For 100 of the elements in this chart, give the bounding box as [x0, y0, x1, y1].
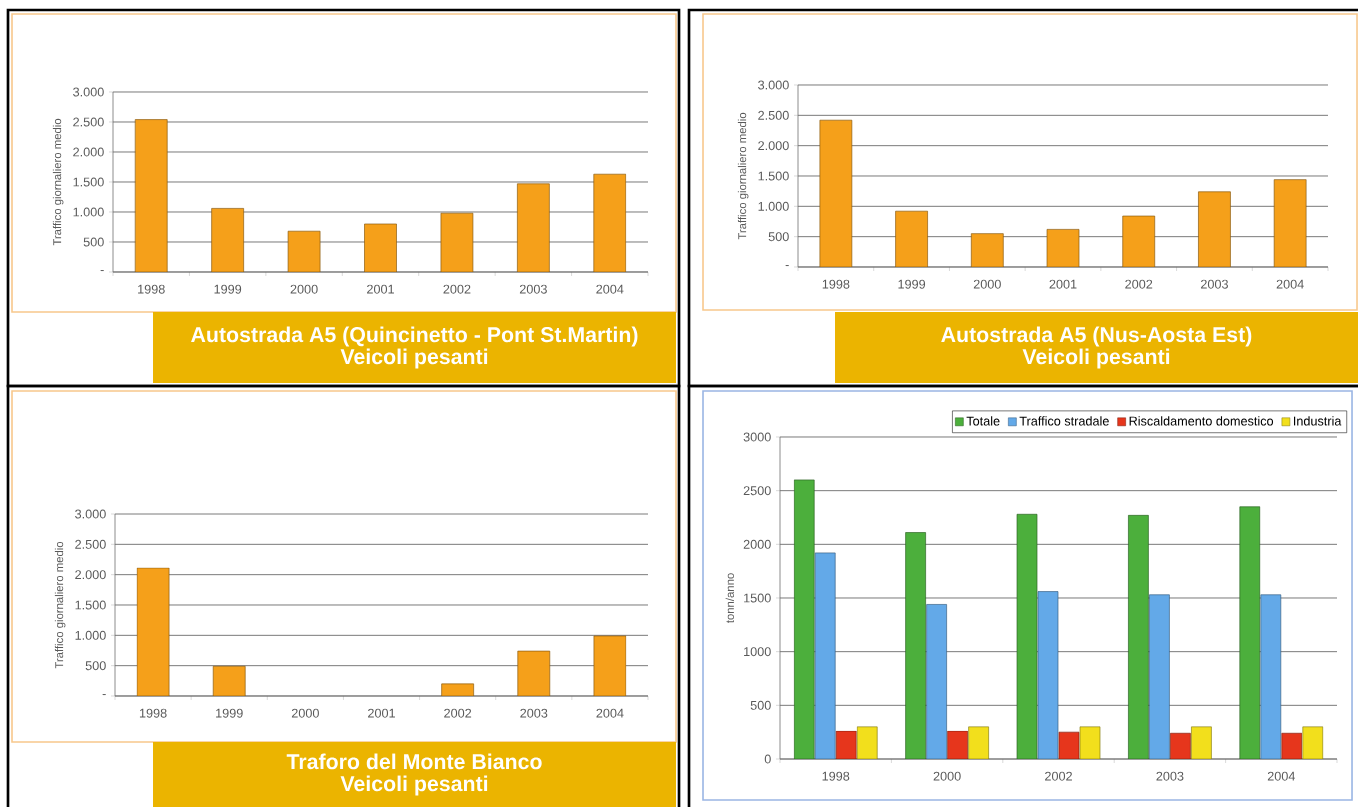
bar: [1273, 179, 1307, 267]
x-tick-label: 1999: [216, 708, 243, 718]
bar: [905, 532, 926, 759]
y-tick-label: 2.500: [758, 110, 789, 120]
y-tick-label: 1.000: [73, 207, 104, 217]
legend-label: Traffico stradale: [1019, 416, 1109, 426]
bar: [970, 233, 1004, 267]
x-tick-label: 1999: [898, 279, 926, 289]
x-tick-label: 2002: [443, 284, 471, 294]
y-axis-title: Traffico giornaliero medio: [54, 541, 66, 669]
y-tick-label: 1.500: [73, 177, 104, 187]
y-tick-label: 2.000: [75, 570, 106, 580]
x-tick-label: 1998: [138, 284, 165, 294]
bar: [968, 726, 989, 759]
y-tick-label: 500: [768, 232, 789, 242]
bar: [1058, 731, 1080, 759]
y-tick-label: 1.000: [75, 630, 106, 640]
y-tick-label: 1.000: [758, 201, 789, 211]
bar: [136, 567, 170, 696]
x-tick-label: 2003: [519, 284, 547, 294]
bar: [819, 119, 853, 267]
bar: [1198, 191, 1231, 267]
text: Veicoli pesanti: [340, 348, 488, 369]
y-tick-label: -: [100, 270, 104, 272]
x-tick-label: 1998: [822, 771, 850, 781]
x-tick-label: 2000: [290, 284, 318, 294]
y-tick-label: 3000: [743, 432, 771, 442]
text: Veicoli pesanti: [340, 775, 488, 796]
legend-label: Industria: [1294, 416, 1342, 426]
y-tick-label: 2.500: [73, 117, 104, 127]
text: Veicoli pesanti: [1022, 348, 1170, 369]
y-tick-label: -: [785, 265, 789, 267]
y-tick-label: 1.500: [75, 600, 106, 610]
y-tick-label: -: [102, 694, 106, 696]
bar: [212, 665, 246, 696]
bar: [593, 635, 627, 696]
y-tick-label: 500: [750, 700, 771, 710]
bar: [1016, 513, 1038, 759]
y-tick-label: 3.000: [758, 80, 789, 90]
x-tick-label: 2001: [1049, 279, 1077, 289]
x-tick-label: 2004: [596, 284, 624, 294]
bar: [947, 730, 968, 759]
bar: [1260, 594, 1282, 759]
bar: [1281, 732, 1303, 759]
bar: [517, 183, 550, 272]
text: Autostrada A5 (Quincinetto - Pont St.Martin): [191, 326, 638, 347]
bar: [593, 173, 627, 272]
x-tick-label: 2004: [596, 708, 624, 718]
x-tick-label: 2000: [933, 771, 961, 781]
legend-label: Totale: [966, 416, 1000, 426]
x-tick-label: 2002: [444, 708, 472, 718]
bar: [364, 223, 397, 272]
bar: [287, 230, 321, 272]
bar: [856, 726, 878, 759]
bar: [517, 650, 551, 696]
bar: [134, 119, 168, 272]
y-axis-title: Traffico giornaliero medio: [737, 112, 749, 240]
x-tick-label: 1998: [822, 279, 850, 289]
x-tick-label: 1998: [139, 708, 167, 718]
y-tick-label: 2.000: [73, 147, 104, 157]
y-axis-title: Traffico giornaliero medio: [52, 118, 64, 246]
legend-label: Riscaldamento domestico: [1129, 416, 1274, 426]
x-tick-label: 2002: [1045, 771, 1072, 781]
y-tick-label: 3.000: [75, 509, 106, 519]
x-tick-label: 2002: [1125, 279, 1153, 289]
x-tick-label: 2001: [367, 284, 394, 294]
bar: [1239, 506, 1261, 759]
y-tick-label: 3.000: [73, 87, 104, 97]
bar: [1191, 726, 1212, 759]
bar: [926, 604, 947, 759]
bar: [211, 208, 244, 272]
bar: [441, 683, 474, 696]
x-tick-label: 2000: [291, 708, 319, 718]
y-tick-label: 1.500: [758, 171, 789, 181]
text: Autostrada A5 (Nus-Aosta Est): [941, 326, 1252, 347]
y-tick-label: 2.500: [75, 539, 106, 549]
bar: [1128, 515, 1149, 759]
y-tick-label: 1000: [744, 647, 771, 657]
x-tick-label: 2001: [368, 708, 395, 718]
bar: [1149, 594, 1170, 759]
x-tick-label: 2003: [520, 708, 548, 718]
x-tick-label: 2000: [973, 279, 1001, 289]
bar: [1170, 732, 1191, 759]
x-tick-label: 2004: [1276, 279, 1304, 289]
y-tick-label: 1500: [744, 593, 771, 603]
x-tick-label: 2003: [1200, 279, 1228, 289]
y-tick-label: 500: [83, 237, 104, 247]
y-axis-title: tonn/anno: [725, 573, 734, 624]
bar: [793, 479, 815, 759]
y-tick-label: 2.000: [758, 141, 789, 151]
bar: [835, 730, 857, 759]
bar: [440, 212, 474, 272]
y-tick-label: 500: [85, 661, 106, 671]
bar: [895, 210, 928, 267]
bar: [1046, 229, 1080, 267]
x-tick-label: 2004: [1267, 771, 1296, 781]
x-tick-label: 2003: [1156, 771, 1184, 781]
text: Traforo del Monte Bianco: [286, 753, 542, 770]
bar: [814, 552, 836, 759]
bar: [1122, 215, 1156, 267]
